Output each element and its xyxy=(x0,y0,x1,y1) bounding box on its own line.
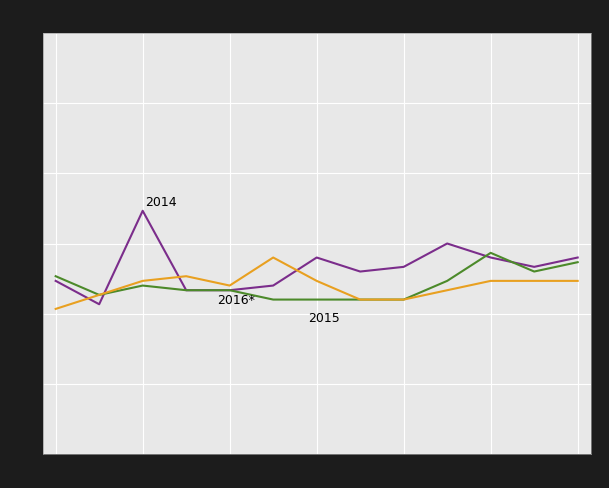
Text: 2016*: 2016* xyxy=(217,293,255,306)
Text: 2015: 2015 xyxy=(308,312,340,325)
Text: 2014: 2014 xyxy=(145,196,177,209)
